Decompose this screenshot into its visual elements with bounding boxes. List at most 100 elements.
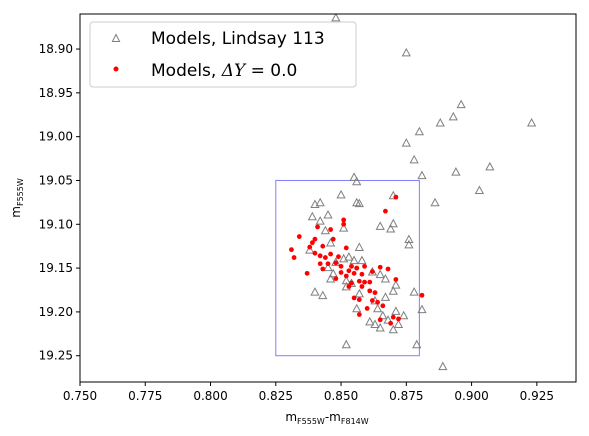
- x-tick-label: 0.875: [389, 389, 423, 403]
- triangle-point: [354, 198, 364, 208]
- dot-point: [309, 240, 315, 246]
- series-layer: [289, 14, 537, 371]
- y-tick-label: 19.15: [39, 261, 73, 275]
- triangle-point: [451, 167, 461, 176]
- x-tick-label: 0.775: [128, 389, 162, 403]
- dot-point: [336, 254, 341, 260]
- legend: Models, Lindsay 113 Models, ΔY = 0.0: [89, 21, 357, 88]
- legend-frame: [89, 21, 357, 88]
- triangle-point: [375, 323, 385, 332]
- triangle-point: [409, 287, 419, 296]
- triangle-point: [331, 14, 341, 22]
- triangle-point: [352, 197, 362, 207]
- dot-point: [341, 217, 347, 223]
- dot-point: [377, 317, 383, 323]
- dot-point: [372, 290, 378, 296]
- dot-point: [346, 284, 352, 289]
- triangle-point: [365, 316, 375, 326]
- dot-point: [320, 266, 326, 272]
- y-tick-label: 18.90: [39, 42, 73, 56]
- triangle-point: [378, 310, 388, 320]
- triangle-point: [383, 315, 393, 324]
- dot-point: [322, 255, 328, 260]
- legend-label-delta-y: Models, ΔY = 0.0: [151, 61, 297, 81]
- triangle-point: [305, 245, 315, 254]
- x-tick-label: 0.825: [259, 389, 293, 403]
- dot-point: [325, 261, 331, 267]
- triangle-point: [341, 339, 351, 349]
- triangle-point: [325, 273, 336, 283]
- y-tick-label: 19.10: [39, 217, 73, 231]
- dot-point: [393, 194, 399, 200]
- dot-point: [317, 261, 323, 267]
- dot-point: [304, 270, 310, 276]
- triangle-point: [404, 239, 414, 249]
- triangle-point: [375, 221, 385, 230]
- dot-point: [291, 255, 297, 260]
- triangle-point: [354, 288, 364, 298]
- x-tick-label: 0.900: [454, 389, 488, 403]
- triangle-point: [386, 223, 396, 233]
- triangle-point: [349, 172, 359, 181]
- dot-point: [328, 227, 334, 232]
- triangle-point: [328, 268, 338, 278]
- triangle-point: [414, 126, 425, 136]
- dot-point: [317, 253, 323, 259]
- x-axis-ticks: 0.750 0.775 0.800 0.825 0.850 0.875 0.900 0.925: [63, 382, 554, 403]
- triangle-point: [315, 216, 325, 225]
- plot-frame: [79, 13, 577, 383]
- triangle-point: [388, 324, 398, 334]
- dot-point: [356, 278, 362, 284]
- selection-box: [275, 179, 420, 357]
- triangle-point: [409, 154, 419, 164]
- triangle-point: [412, 339, 422, 349]
- triangle-point: [401, 47, 411, 57]
- triangle-point: [448, 111, 458, 121]
- y-tick-label: 19.25: [39, 349, 73, 363]
- triangle-point: [438, 361, 448, 371]
- dot-point: [343, 245, 349, 251]
- triangle-point: [430, 197, 440, 207]
- dot-point: [375, 299, 380, 305]
- dot-point: [333, 276, 339, 282]
- dot-point: [367, 288, 373, 294]
- dot-point: [330, 236, 336, 242]
- dot-point: [359, 284, 365, 289]
- dot-point: [362, 279, 367, 285]
- dot-point: [296, 234, 302, 239]
- dot-point: [351, 295, 357, 301]
- dot-point: [312, 236, 318, 242]
- dot-point: [383, 208, 388, 214]
- triangle-point: [370, 319, 380, 329]
- legend-label-lindsay: Models, Lindsay 113: [151, 29, 325, 49]
- y-tick-label: 18.95: [39, 86, 73, 100]
- dot-point: [362, 263, 367, 269]
- triangle-point: [323, 209, 333, 219]
- triangle-point: [393, 319, 404, 329]
- dot-point: [369, 269, 375, 274]
- triangle-point: [401, 138, 411, 147]
- triangle-point: [526, 117, 537, 127]
- triangle-point: [485, 161, 495, 171]
- triangle-point: [435, 117, 445, 127]
- y-tick-label: 19.00: [39, 130, 73, 144]
- triangle-point: [375, 269, 385, 279]
- x-tick-label: 0.925: [520, 389, 554, 403]
- dot-point: [320, 243, 326, 249]
- triangle-point: [336, 189, 346, 199]
- triangle-point: [310, 287, 320, 296]
- triangle-point: [456, 99, 466, 109]
- dot-point: [369, 298, 375, 303]
- x-tick-label: 0.850: [324, 389, 358, 403]
- dot-point: [349, 263, 354, 269]
- triangle-point: [417, 304, 427, 314]
- legend-dot-marker: [113, 66, 119, 72]
- dot-point: [377, 264, 383, 270]
- dot-point: [315, 224, 320, 230]
- triangle-point: [352, 176, 362, 186]
- dot-point: [341, 221, 347, 227]
- triangle-point: [391, 280, 401, 289]
- triangle-point: [349, 255, 359, 265]
- dot-point: [328, 251, 334, 257]
